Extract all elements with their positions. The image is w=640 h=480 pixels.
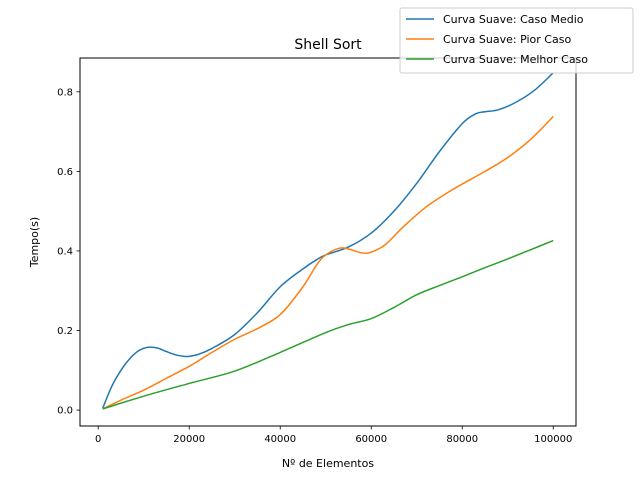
series-line-3 — [102, 239, 554, 410]
x-tick-label: 100000 — [534, 434, 572, 445]
y-tick-label: 0.6 — [57, 167, 73, 178]
y-tick-label: 0.0 — [57, 406, 73, 417]
x-tick-label: 20000 — [173, 434, 205, 445]
x-tick-label: 60000 — [355, 434, 387, 445]
y-tick-label: 0.4 — [57, 246, 73, 257]
series-line-2 — [102, 115, 554, 410]
chart-title: Shell Sort — [294, 37, 362, 53]
y-tick-label: 0.2 — [57, 326, 73, 337]
x-tick-label: 80000 — [446, 434, 478, 445]
legend-label-1: Curva Suave: Caso Medio — [443, 13, 584, 26]
legend-label-3: Curva Suave: Melhor Caso — [443, 53, 588, 66]
legend-label-2: Curva Suave: Pior Caso — [443, 33, 571, 46]
legend-box — [399, 7, 634, 74]
plot-area — [102, 72, 554, 410]
plot-frame — [79, 57, 577, 427]
y-axis: 0.0 0.2 0.4 0.6 0.8 — [57, 87, 80, 417]
x-tick-label: 40000 — [264, 434, 296, 445]
x-axis: 0 20000 40000 60000 80000 100000 — [95, 426, 572, 445]
series-line-1 — [102, 72, 554, 409]
y-axis-label: Tempo(s) — [28, 217, 41, 268]
legend: Curva Suave: Caso Medio Curva Suave: Pior… — [399, 7, 634, 74]
x-axis-label: Nº de Elementos — [282, 457, 374, 470]
x-tick-label: 0 — [95, 434, 101, 445]
y-tick-label: 0.8 — [57, 87, 73, 98]
